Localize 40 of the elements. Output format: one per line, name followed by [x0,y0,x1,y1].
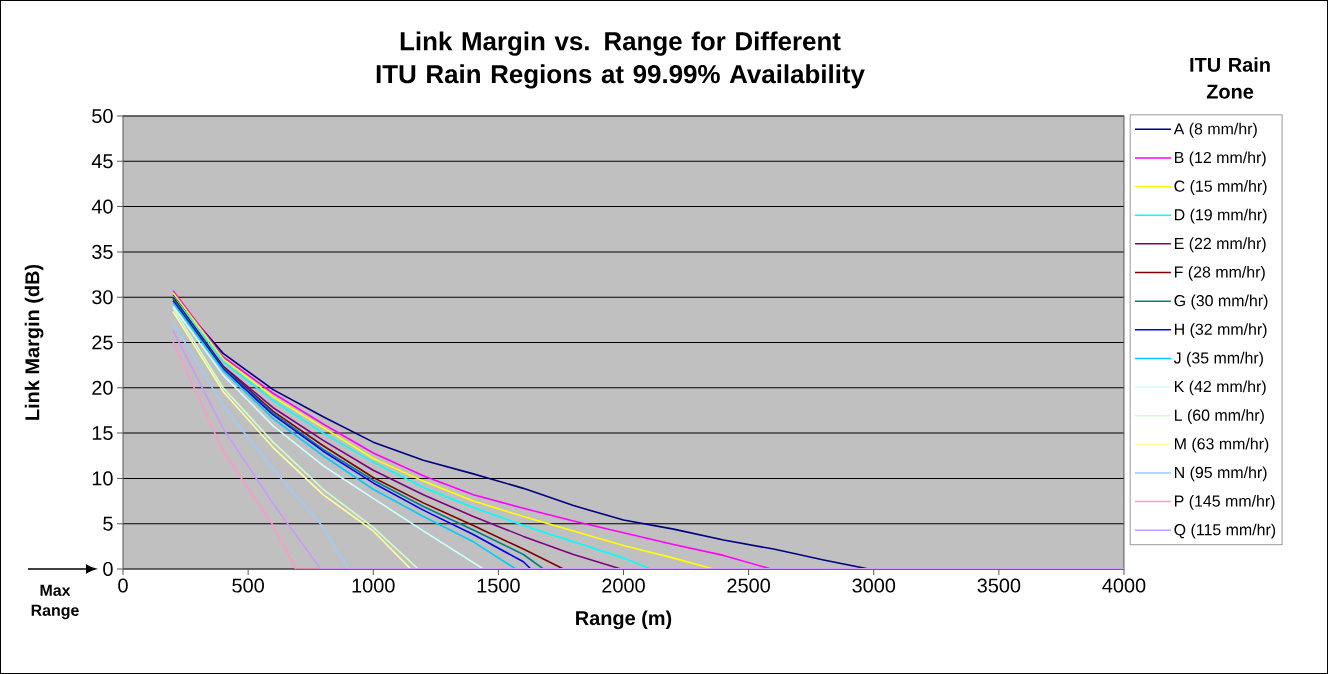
x-tick-label: 1500 [477,578,520,593]
legend-label: E (22 mm/hr) [1174,237,1266,253]
y-tick-label: 10 [92,471,113,486]
y-tick-label: 20 [92,380,113,395]
legend-label: H (32 mm/hr) [1174,323,1267,339]
legend-label: K (42 mm/hr) [1174,380,1266,396]
legend-title: ITU Rain Zone [1190,57,1270,99]
legend-label: P (145 mm/hr) [1174,495,1275,510]
x-tick-label: 1000 [352,578,395,593]
x-tick-label: 0 [118,578,128,593]
legend-label: F (28 mm/hr) [1174,265,1265,281]
legend-label: B (12 mm/hr) [1174,151,1266,167]
text: Max Range [31,584,79,620]
y-axis-title: Link Margin (dB) [24,264,44,420]
x-tick-label: 4000 [1102,578,1146,593]
x-axis-title: Range (m) [576,610,672,630]
legend-label: M (63 mm/hr) [1174,437,1269,453]
y-tick-label: 15 [92,426,113,441]
chart-title: Link Margin vs. Range for Different ITU Rain Regions at 99.99% Availability [376,31,865,89]
y-tick-label: 30 [92,290,113,305]
legend-label: D (19 mm/hr) [1174,208,1267,224]
y-tick-label: 45 [91,154,113,169]
y-tick-label: 5 [103,516,113,531]
legend-label: J (35 mm/hr) [1173,351,1263,367]
x-tick-label: 2000 [602,578,645,593]
legend-label: Q (115 mm/hr) [1174,523,1276,539]
x-tick-label: 3500 [977,578,1021,593]
y-tick-label: 35 [92,244,113,259]
y-tick-label: 40 [91,199,113,214]
y-tick-label: 25 [92,335,113,350]
legend-label: C (15 mm/hr) [1174,180,1267,195]
y-tick-label: 50 [92,108,113,124]
x-tick-label: 3000 [852,578,896,593]
legend-label: A (8 mm/hr) [1173,122,1257,138]
x-tick-label: 2500 [727,578,770,593]
x-tick-label: 500 [232,578,264,593]
y-tick-label: 0 [103,561,113,577]
legend-label: N (95 mm/hr) [1174,466,1267,482]
legend-label: G (30 mm/hr) [1174,294,1268,310]
legend-label: L (60 mm/hr) [1174,409,1264,424]
